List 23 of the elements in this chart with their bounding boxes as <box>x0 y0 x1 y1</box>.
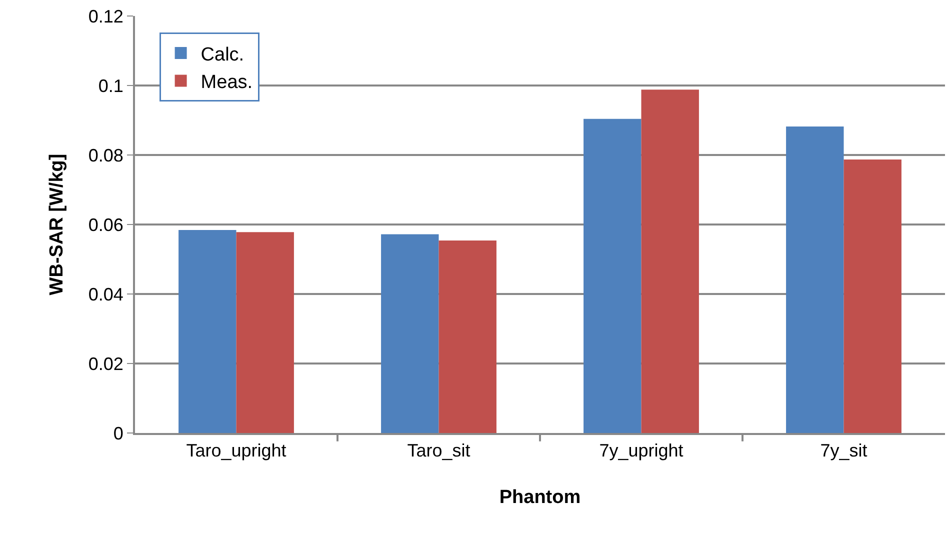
bar <box>438 240 496 433</box>
bar <box>844 160 902 433</box>
y-tick-label: 0.04 <box>88 284 124 304</box>
bar <box>381 234 439 433</box>
y-tick-label: 0.1 <box>98 76 124 96</box>
bar <box>584 118 642 433</box>
y-tick-label: 0.02 <box>88 354 124 374</box>
x-tick-label: Taro_upright <box>186 440 286 461</box>
legend-label: Meas. <box>200 72 253 94</box>
bar <box>178 230 236 433</box>
bar <box>641 90 699 433</box>
x-tick-label: 7y_upright <box>599 440 684 461</box>
x-tick-label: 7y_sit <box>820 440 868 461</box>
y-axis-title: WB-SAR [W/kg] <box>46 154 68 296</box>
x-axis-title: Phantom <box>499 486 581 508</box>
y-tick-label: 0.08 <box>88 145 124 166</box>
x-tick-label: Taro_sit <box>407 440 470 461</box>
legend-label: Calc. <box>200 44 244 66</box>
y-tick-label: 0.12 <box>88 6 124 26</box>
y-tick-label: 0 <box>113 423 124 444</box>
bar <box>236 232 294 433</box>
y-tick-label: 0.06 <box>88 214 124 235</box>
bar <box>786 126 844 433</box>
